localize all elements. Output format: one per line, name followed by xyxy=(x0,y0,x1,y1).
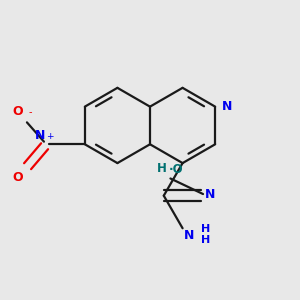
Text: N: N xyxy=(222,100,233,113)
Text: O: O xyxy=(12,171,23,184)
Text: N: N xyxy=(35,129,46,142)
Text: +: + xyxy=(46,132,54,141)
Text: N: N xyxy=(205,188,215,201)
Text: O: O xyxy=(12,105,23,118)
Text: H: H xyxy=(157,162,167,175)
Text: -: - xyxy=(28,107,32,118)
Text: H: H xyxy=(201,236,210,245)
Text: N: N xyxy=(184,229,195,242)
Text: H: H xyxy=(201,224,210,234)
Text: ·O: ·O xyxy=(169,163,183,176)
